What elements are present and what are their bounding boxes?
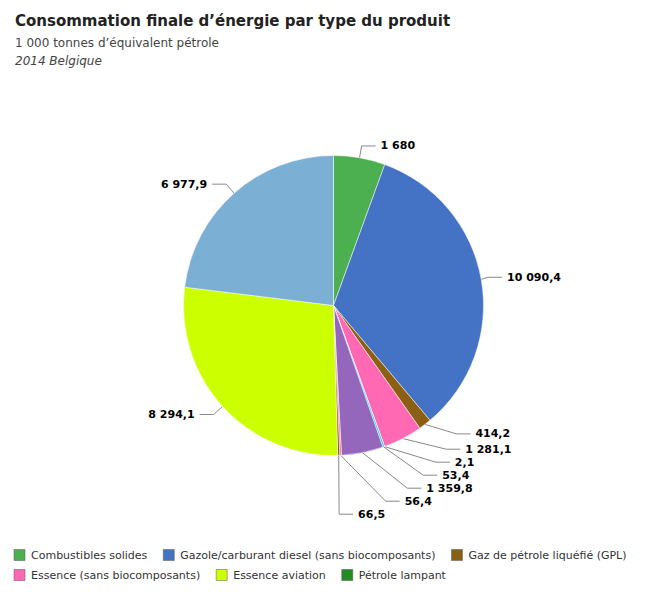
- svg-text:1 359,8: 1 359,8: [426, 482, 472, 495]
- svg-text:1 281,1: 1 281,1: [465, 443, 511, 456]
- svg-text:2014 Belgique: 2014 Belgique: [15, 54, 102, 68]
- svg-text:56,4: 56,4: [405, 495, 432, 508]
- svg-text:Gaz de pétrole liquéfié (GPL): Gaz de pétrole liquéfié (GPL): [468, 549, 626, 562]
- svg-text:6 977,9: 6 977,9: [161, 178, 207, 191]
- svg-text:2,1: 2,1: [455, 456, 475, 469]
- svg-text:Gazole/carburant diesel (sans: Gazole/carburant diesel (sans biocomposa…: [180, 549, 435, 562]
- svg-text:8 294,1: 8 294,1: [148, 408, 194, 421]
- svg-text:Essence (sans biocomposants): Essence (sans biocomposants): [31, 569, 200, 582]
- svg-text:Combustibles solides: Combustibles solides: [31, 549, 148, 562]
- svg-text:Consommation finale d’énergie: Consommation finale d’énergie par type d…: [15, 12, 450, 30]
- svg-text:Essence aviation: Essence aviation: [233, 569, 326, 582]
- svg-text:66,5: 66,5: [358, 508, 385, 521]
- svg-text:10 090,4: 10 090,4: [507, 271, 561, 284]
- svg-text:1 000 tonnes d’équivalent pétr: 1 000 tonnes d’équivalent pétrole: [15, 36, 219, 50]
- svg-text:414,2: 414,2: [475, 427, 510, 440]
- svg-text:Pétrole lampant: Pétrole lampant: [359, 569, 447, 582]
- svg-text:1 680: 1 680: [381, 139, 416, 152]
- svg-text:53,4: 53,4: [442, 469, 469, 482]
